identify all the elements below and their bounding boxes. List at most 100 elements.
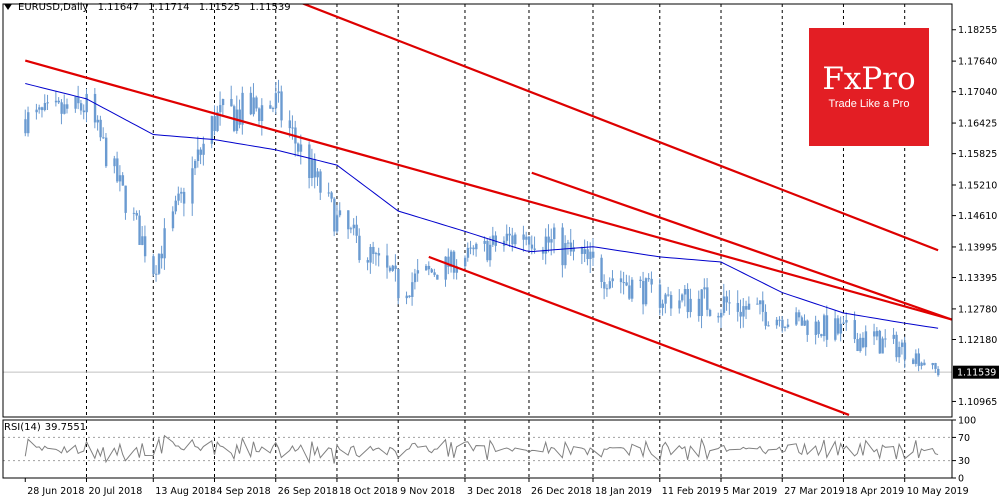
candle-body <box>216 112 219 132</box>
candle-body <box>213 116 216 132</box>
candle-body <box>116 158 119 182</box>
candle-body <box>63 104 66 114</box>
candle-body <box>171 211 175 229</box>
candle-body <box>605 288 609 290</box>
trendlines <box>24 4 952 416</box>
candle-body <box>814 321 818 335</box>
close-value: 1.11539 <box>249 2 291 13</box>
candle-body <box>583 249 587 254</box>
candle-body <box>864 331 868 348</box>
candles <box>24 79 940 377</box>
candle-body <box>277 91 280 94</box>
logo-brand: FxPro <box>822 61 916 97</box>
rsi-y-tick-label: 0 <box>958 474 964 485</box>
x-tick-label: 11 Feb 2019 <box>662 486 721 497</box>
candle-body <box>121 175 125 186</box>
candle-body <box>861 337 865 348</box>
candle-body <box>758 300 762 305</box>
candle-body <box>856 339 859 352</box>
candle-body <box>817 321 820 335</box>
candle-body <box>408 295 411 297</box>
candle-body <box>447 256 450 267</box>
candle-body <box>603 282 606 289</box>
candle-body <box>825 315 829 340</box>
candle-body <box>608 281 612 289</box>
candle-body <box>347 210 350 230</box>
dropdown-icon[interactable] <box>4 4 12 10</box>
candle-body <box>160 253 164 259</box>
candle-body <box>132 212 136 214</box>
candle-body <box>859 337 862 352</box>
candle-body <box>349 228 353 230</box>
candle-body <box>544 236 548 254</box>
candle-body <box>386 255 389 268</box>
candle-body <box>920 362 923 366</box>
x-tick-label: 20 Jul 2018 <box>88 486 142 497</box>
candle-body <box>444 256 447 280</box>
candle-body <box>338 210 342 216</box>
y-tick-label: 1.10965 <box>958 397 997 408</box>
x-tick-label: 28 Jun 2018 <box>27 486 84 497</box>
chart-header: EURUSD,Daily 1.11647 1.11714 1.11525 1.1… <box>4 2 297 13</box>
candle-body <box>667 294 670 296</box>
candle-body <box>327 192 331 194</box>
candle-body <box>411 282 414 297</box>
x-tick-label: 3 Dec 2018 <box>467 486 522 497</box>
rsi-label: RSI(14) <box>4 422 41 433</box>
candle-body <box>319 171 322 193</box>
candle-body <box>427 265 431 270</box>
x-tick-label: 18 Oct 2018 <box>339 486 398 497</box>
fxpro-logo: FxPro Trade Like a Pro <box>809 28 929 146</box>
candle-body <box>374 253 378 255</box>
long-term-resistance-line <box>24 59 952 321</box>
candle-body <box>703 287 706 290</box>
rsi-y-tick-label: 100 <box>958 416 976 427</box>
candle-body <box>784 326 787 328</box>
candle-body <box>647 278 651 280</box>
candle-body <box>299 144 303 152</box>
candle-body <box>875 330 879 337</box>
candle-body <box>372 246 375 254</box>
candle-body <box>66 104 69 109</box>
last-price-label: 1.11539 <box>957 368 996 379</box>
candle-body <box>569 242 573 252</box>
candle-body <box>725 296 728 303</box>
candle-body <box>728 302 731 304</box>
rsi-y-tick-label: 70 <box>958 433 970 444</box>
candle-body <box>566 242 570 244</box>
candle-body <box>452 251 456 273</box>
candle-body <box>625 282 628 286</box>
candle-body <box>600 257 603 283</box>
candle-body <box>611 278 614 282</box>
candle-body <box>99 119 102 138</box>
candle-body <box>689 298 692 313</box>
candle-body <box>630 279 634 299</box>
candle-body <box>678 300 681 309</box>
x-tick-label: 26 Dec 2018 <box>531 486 592 497</box>
y-tick-label: 1.14610 <box>958 211 997 222</box>
x-tick-label: 9 Nov 2018 <box>400 486 455 497</box>
candle-body <box>586 249 589 260</box>
candle-body <box>903 342 907 360</box>
candle-body <box>494 235 497 246</box>
candle-body <box>93 93 97 123</box>
candle-body <box>895 334 898 358</box>
candle-body <box>54 100 58 103</box>
candle-body <box>756 303 759 305</box>
candle-body <box>502 240 506 246</box>
candle-body <box>834 318 837 340</box>
candle-body <box>196 149 200 161</box>
candle-body <box>761 300 765 312</box>
x-tick-label: 18 Apr 2019 <box>845 486 904 497</box>
candle-body <box>483 240 486 244</box>
low-value: 1.11525 <box>198 2 241 13</box>
candle-body <box>194 160 197 169</box>
candle-body <box>27 112 30 134</box>
candle-body <box>706 287 709 310</box>
candle-body <box>182 191 186 204</box>
chart-frame <box>2 3 953 479</box>
candle-body <box>155 273 158 275</box>
candle-body <box>664 294 667 304</box>
candle-body <box>900 342 904 347</box>
